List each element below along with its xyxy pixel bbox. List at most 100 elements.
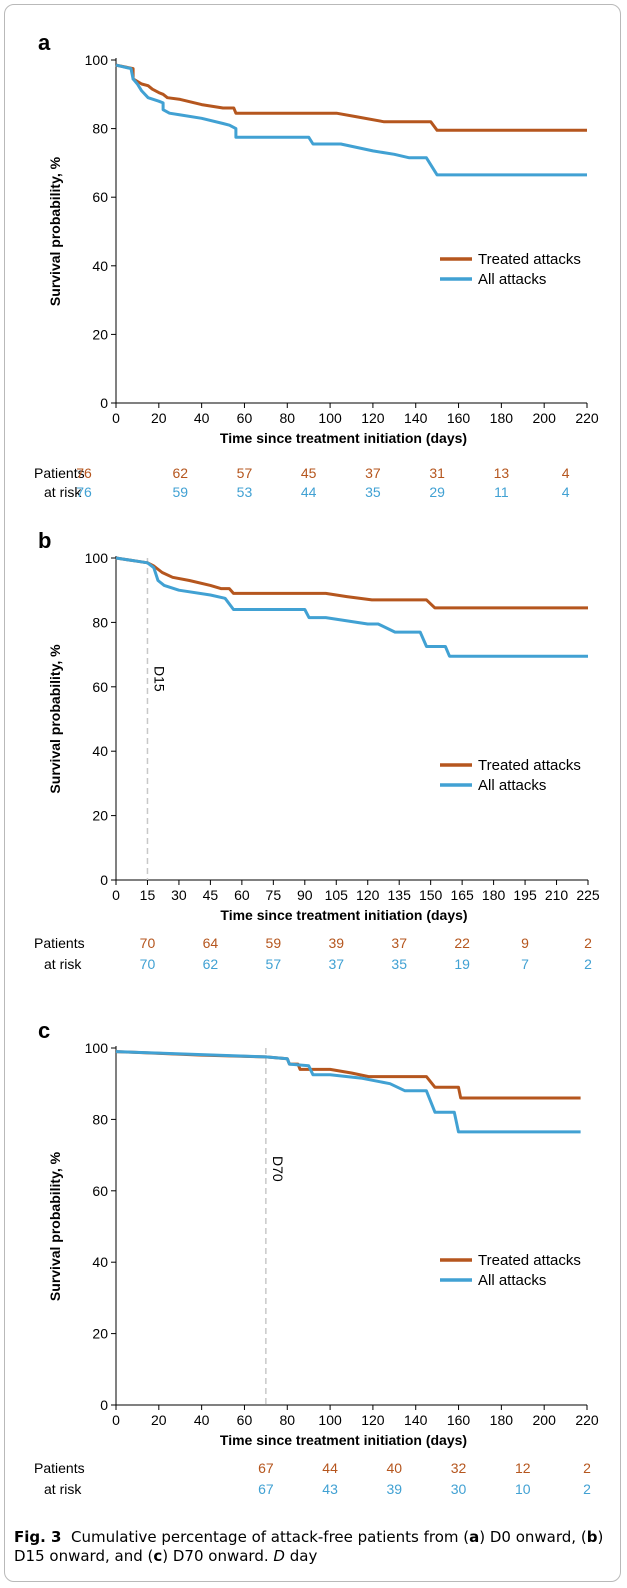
at-risk-treated-value: 40	[387, 1460, 403, 1476]
at-risk-treated-value: 76	[76, 465, 92, 481]
x-tick-label: 220	[575, 410, 599, 426]
at-risk-all-value: 53	[237, 484, 253, 500]
legend-label: Treated attacks	[478, 251, 581, 268]
x-tick-label: 140	[404, 1412, 428, 1428]
x-tick-label: 40	[194, 1412, 210, 1428]
panel-label: b	[38, 528, 51, 553]
at-risk-treated-value: 57	[237, 465, 253, 481]
at-risk-all-value: 29	[429, 484, 445, 500]
at-risk-treated-value: 37	[391, 935, 407, 951]
at-risk-all-value: 2	[583, 1481, 591, 1497]
x-tick-label: 60	[234, 887, 250, 903]
x-tick-label: 15	[140, 887, 156, 903]
at-risk-label: Patients	[34, 1460, 85, 1476]
at-risk-treated-value: 13	[494, 465, 510, 481]
at-risk-all-value: 35	[391, 956, 407, 972]
at-risk-treated-value: 67	[258, 1460, 274, 1476]
caption-panel-c: c	[153, 1547, 163, 1565]
y-tick-label: 60	[92, 189, 108, 205]
at-risk-all-value: 30	[451, 1481, 467, 1497]
x-tick-label: 20	[151, 1412, 167, 1428]
series-line-all-attacks	[115, 63, 587, 177]
x-tick-label: 120	[356, 887, 380, 903]
at-risk-all-value: 7	[521, 956, 529, 972]
y-tick-label: 40	[92, 1254, 108, 1270]
caption-text-4: ) D70 onward.	[162, 1547, 274, 1565]
at-risk-all-value: 44	[301, 484, 317, 500]
at-risk-treated-value: 2	[584, 935, 592, 951]
at-risk-label: Patients	[34, 465, 85, 481]
x-tick-label: 40	[194, 410, 210, 426]
series-line-treated-attacks	[115, 63, 587, 132]
x-tick-label: 90	[297, 887, 313, 903]
chart-panel-c: c 0 20 40 60 80 100 0 20 40 60 80 100 120 140 160 180 200…	[34, 1018, 599, 1497]
x-axis-title: Time since treatment initiation (days)	[220, 1432, 467, 1448]
x-tick-label: 120	[361, 1412, 385, 1428]
x-tick-label: 45	[203, 887, 219, 903]
at-risk-all-value: 67	[258, 1481, 274, 1497]
x-tick-label: 200	[533, 1412, 557, 1428]
at-risk-all-value: 10	[515, 1481, 531, 1497]
y-tick-label: 100	[85, 550, 109, 566]
at-risk-all-value: 37	[328, 956, 344, 972]
at-risk-all-value: 4	[562, 484, 570, 500]
legend-label: All attacks	[478, 1272, 546, 1289]
x-tick-label: 30	[171, 887, 187, 903]
at-risk-all-value: 62	[203, 956, 219, 972]
x-tick-label: 220	[575, 1412, 599, 1428]
y-tick-label: 80	[92, 614, 108, 630]
y-tick-label: 20	[92, 1326, 108, 1342]
at-risk-treated-value: 45	[301, 465, 317, 481]
legend-label: Treated attacks	[478, 757, 581, 774]
caption-panel-a: a	[469, 1528, 480, 1546]
x-tick-label: 60	[237, 410, 253, 426]
figure-frame	[4, 4, 621, 1582]
x-tick-label: 105	[325, 887, 349, 903]
x-tick-label: 135	[388, 887, 412, 903]
series-line-treated-attacks	[115, 1050, 581, 1100]
caption-abbrev: D	[273, 1547, 285, 1565]
x-tick-label: 225	[576, 887, 600, 903]
y-tick-label: 40	[92, 258, 108, 274]
x-axis-title: Time since treatment initiation (days)	[220, 907, 467, 923]
legend-label: Treated attacks	[478, 1252, 581, 1269]
x-tick-label: 180	[490, 410, 514, 426]
x-tick-label: 210	[545, 887, 569, 903]
at-risk-all-value: 19	[454, 956, 470, 972]
x-tick-label: 75	[266, 887, 282, 903]
chart-panel-b: b 0 20 40 60 80 100 0 15 30 45 60 75 90 105 120 135 150 16…	[34, 528, 600, 972]
panel-label: a	[38, 30, 51, 55]
at-risk-treated-value: 22	[454, 935, 470, 951]
x-tick-label: 0	[112, 410, 120, 426]
x-tick-label: 195	[513, 887, 537, 903]
series-line-treated-attacks	[115, 556, 588, 610]
x-tick-label: 150	[419, 887, 443, 903]
at-risk-treated-value: 2	[583, 1460, 591, 1476]
at-risk-all-value: 76	[76, 484, 92, 500]
y-tick-label: 20	[92, 326, 108, 342]
at-risk-treated-value: 37	[365, 465, 381, 481]
x-tick-label: 100	[318, 410, 342, 426]
y-axis-title: Survival probability, %	[47, 156, 63, 306]
y-tick-label: 100	[85, 52, 109, 68]
caption-text-5: day	[284, 1547, 318, 1565]
chart-panel-a: a 0 20 40 60 80 100 0 20 40 60 80 100 120 140 160 180 200…	[34, 30, 599, 500]
at-risk-all-value: 2	[584, 956, 592, 972]
x-tick-label: 0	[112, 1412, 120, 1428]
panel-label: c	[38, 1018, 50, 1043]
at-risk-treated-value: 4	[562, 465, 570, 481]
x-tick-label: 200	[533, 410, 557, 426]
at-risk-treated-value: 59	[266, 935, 282, 951]
series-line-all-attacks	[115, 556, 588, 658]
y-tick-label: 80	[92, 121, 108, 137]
y-tick-label: 20	[92, 808, 108, 824]
x-axis-title: Time since treatment initiation (days)	[220, 430, 467, 446]
at-risk-treated-value: 44	[322, 1460, 338, 1476]
caption-text-2: ) D0 onward, (	[479, 1528, 587, 1546]
x-tick-label: 80	[279, 1412, 295, 1428]
series-line-all-attacks	[115, 1050, 581, 1134]
at-risk-treated-value: 62	[172, 465, 188, 481]
at-risk-all-value: 39	[387, 1481, 403, 1497]
x-tick-label: 180	[490, 1412, 514, 1428]
